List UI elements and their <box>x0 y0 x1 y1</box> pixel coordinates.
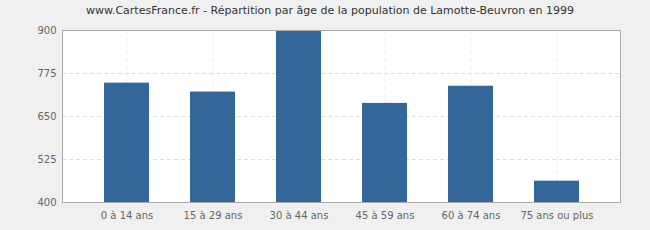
svg-text:400: 400 <box>37 197 56 208</box>
svg-text:525: 525 <box>37 154 56 165</box>
svg-text:0 à 14 ans: 0 à 14 ans <box>101 210 153 221</box>
svg-text:15 à 29 ans: 15 à 29 ans <box>184 210 243 221</box>
html-text:www.CartesFrance.fr - Répartit: www.CartesFrance.fr - Répartition par âg… <box>85 4 574 17</box>
svg-text:75 ans ou plus: 75 ans ou plus <box>520 210 593 221</box>
svg-text:30 à 44 ans: 30 à 44 ans <box>270 210 329 221</box>
svg-text:60 à 74 ans: 60 à 74 ans <box>442 210 501 221</box>
svg-text:650: 650 <box>37 111 56 122</box>
svg-text:45 à 59 ans: 45 à 59 ans <box>356 210 415 221</box>
svg-text:775: 775 <box>37 68 56 79</box>
svg-text:900: 900 <box>37 25 56 36</box>
